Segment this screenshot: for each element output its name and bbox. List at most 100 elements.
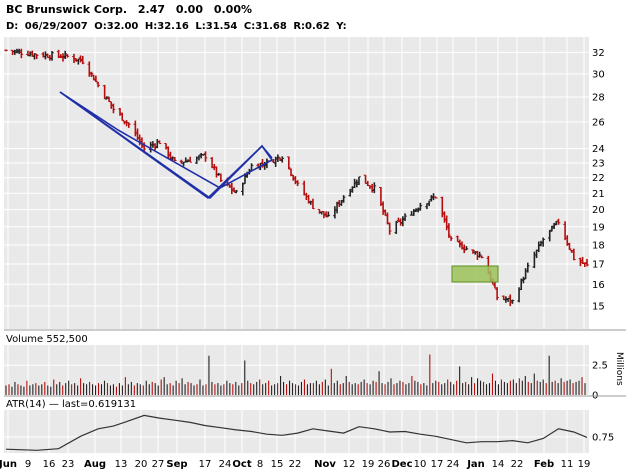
x-tick-label: 14 [492,459,505,470]
detail-prefix: D: [6,21,18,32]
price-tick-label: 32 [592,48,605,59]
close-value: 31.68 [255,21,287,32]
x-tick-label: 22 [289,459,302,470]
x-tick-label: Nov [314,459,336,470]
volume-tick-label: 2.5 [592,361,608,372]
x-tick-label: Oct [232,459,251,470]
ohlc-bar [63,50,67,60]
price-tick-label: 28 [592,93,605,104]
ohlc-bar [326,211,331,217]
price-tick-label: 26 [592,117,605,128]
x-tick-label: 24 [219,459,232,470]
atr-line [5,414,588,451]
price-tick-label: 15 [592,301,605,312]
volume-bars [5,354,586,395]
price-tick-label: 19 [592,222,605,233]
ohlc-bar [295,180,300,187]
ohlc-bar [157,140,162,145]
x-tick-label: 26 [378,459,391,470]
x-tick-label: 27 [152,459,165,470]
atr-plot-area [4,410,589,453]
x-tick-label: 13 [115,459,128,470]
ohlc-bar [50,50,54,61]
x-tick-label: Jun [0,459,17,470]
ohlc-bar [471,249,475,254]
ohlc-bar [19,48,24,59]
stock-last: 2.47 [138,3,165,16]
x-tick-label: 8 [257,459,263,470]
x-tick-label: 19 [578,459,591,470]
ohlc-bar [341,195,346,203]
x-tick-label: 10 [414,459,427,470]
ohlc-bar [567,242,572,250]
stock-name: BC Brunswick Corp. [6,3,127,16]
x-tick-label: 20 [135,459,148,470]
ohlc-bar [510,299,515,304]
price-tick-label: 16 [592,280,605,291]
ohlc-bar [556,218,561,225]
price-tick-label: 30 [592,69,605,80]
ohlc-bar [289,168,293,177]
x-tick-label: Sep [166,459,187,470]
price-plot-area [4,37,589,329]
ohlc-bar [287,156,291,170]
ohlc-bar [203,151,208,162]
ohlc-bar [357,176,361,185]
x-tick-label: 16 [43,459,56,470]
ohlc-bar [111,103,116,114]
ohlc-bar [477,251,482,258]
open-value: 32.00 [107,21,139,32]
yield-label: Y: [335,21,346,32]
ohlc-bar [403,213,407,222]
ohlc-bar [219,173,223,183]
ohlc-bar [449,236,453,241]
stock-change-pct: 0.00% [214,3,252,16]
x-tick-label: 19 [362,459,375,470]
volume-y-axis: 2.50 [592,361,608,402]
ohlc-bar [541,237,545,247]
header-background [0,0,626,36]
price-tick-label: 23 [592,158,605,169]
high-value: 32.16 [157,21,189,32]
price-tick-label: 21 [592,189,605,200]
ohlc-bar [65,54,70,58]
x-tick-label: Feb [534,459,554,470]
range-value: 0.62 [305,21,330,32]
ohlc-bar [96,81,100,88]
ohlc-bar [173,157,177,162]
ohlc-bar [495,287,499,301]
x-tick-label: 11 [561,459,574,470]
stock-change: 0.00 [176,3,203,16]
ohlc-bar [464,246,469,251]
trend-channel-up [59,91,273,200]
ohlc-bar [126,122,131,128]
ohlc-bar [572,248,576,261]
x-tick-label: Aug [84,459,106,470]
price-y-axis: 32 30 28 26 24 23 22 21 20 19 18 17 16 15 [592,48,605,313]
price-tick-label: 22 [592,173,605,184]
x-tick-label: 23 [62,459,75,470]
atr-series-line [5,414,588,451]
ohlc-bar [387,222,392,235]
price-bars [4,48,589,307]
volume-grid [4,345,589,396]
atr-y-axis: 0.75 [592,432,614,443]
x-tick-label: 9 [25,459,31,470]
x-tick-label: 17 [431,459,444,470]
ohlc-bar [280,156,285,163]
trend-channel-down [59,91,274,200]
x-tick-label: 24 [447,459,460,470]
ohlc-bar [394,221,399,234]
volume-unit-label: Millions [614,352,624,386]
atr-label: ATR(14) — last=0.619131 [6,399,136,410]
ohlc-bar [120,112,124,121]
volume-label: Volume 552,500 [6,334,88,345]
ohlc-bar [418,202,423,211]
price-tick-label: 17 [592,260,605,271]
atr-tick-label: 0.75 [592,432,614,443]
ohlc-bar [311,198,315,210]
price-tick-label: 24 [592,144,605,155]
low-value: 31.54 [206,21,238,32]
